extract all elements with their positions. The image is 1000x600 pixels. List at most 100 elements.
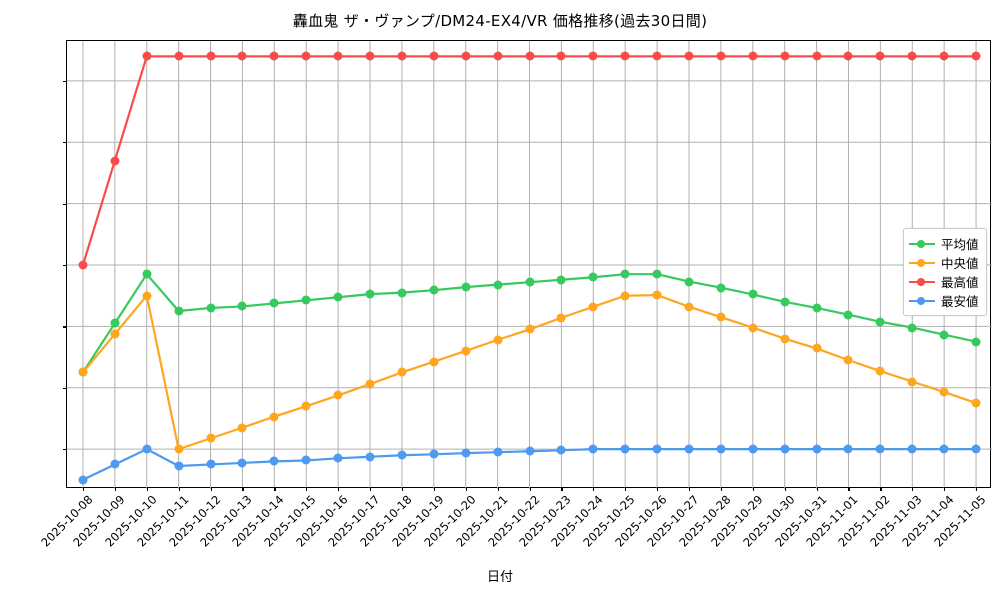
- y-axis-tick-mark: [63, 203, 67, 205]
- x-axis-tick-mark: [146, 487, 148, 491]
- x-axis-tick-mark: [848, 487, 850, 491]
- data-point-marker: [206, 433, 216, 443]
- y-axis-tick-mark: [63, 80, 67, 83]
- data-point-marker: [652, 444, 662, 454]
- legend-label: 最高値: [941, 275, 979, 290]
- legend-item-0[interactable]: 平均値: [909, 234, 979, 253]
- data-point-marker: [684, 302, 694, 312]
- data-point-marker: [301, 51, 311, 61]
- data-point-marker: [843, 310, 853, 320]
- data-point-marker: [971, 337, 981, 347]
- data-point-marker: [907, 377, 917, 387]
- data-point-marker: [365, 452, 375, 462]
- data-point-marker: [78, 367, 88, 377]
- data-point-marker: [588, 51, 598, 61]
- y-axis-tick-mark: [63, 142, 67, 144]
- data-point-marker: [429, 51, 439, 61]
- legend-label: 平均値: [941, 237, 979, 252]
- data-point-marker: [206, 459, 216, 469]
- data-point-marker: [812, 51, 822, 61]
- x-axis-tick-mark: [114, 487, 117, 491]
- x-axis-tick-mark: [370, 487, 372, 491]
- data-point-marker: [333, 51, 343, 61]
- data-point-marker: [684, 51, 694, 61]
- legend-item-3[interactable]: 最安値: [909, 291, 979, 310]
- legend-label: 最安値: [941, 294, 979, 309]
- data-point-marker: [907, 51, 917, 61]
- legend-item-2[interactable]: 最高値: [909, 272, 979, 291]
- data-point-marker: [365, 289, 375, 299]
- x-axis-tick-mark: [625, 487, 627, 491]
- data-point-marker: [142, 291, 152, 301]
- data-point-marker: [652, 51, 662, 61]
- x-axis-tick-mark: [688, 487, 691, 491]
- x-axis-tick-mark: [880, 487, 882, 491]
- data-point-marker: [237, 423, 247, 433]
- data-point-marker: [333, 453, 343, 463]
- data-point-marker: [971, 51, 981, 61]
- data-point-marker: [748, 444, 758, 454]
- data-point-marker: [525, 446, 534, 456]
- data-point-marker: [397, 367, 407, 377]
- y-axis-tick-mark: [63, 265, 67, 267]
- data-point-marker: [716, 51, 726, 61]
- data-point-marker: [301, 401, 311, 411]
- x-axis-tick-mark: [274, 487, 276, 491]
- data-point-marker: [110, 318, 120, 328]
- data-point-marker: [556, 445, 566, 455]
- data-point-marker: [397, 288, 407, 298]
- data-point-marker: [812, 303, 822, 313]
- x-axis-tick-mark: [82, 487, 85, 491]
- data-point-marker: [365, 379, 375, 389]
- data-point-marker: [461, 51, 471, 61]
- x-axis-tick-mark: [497, 487, 499, 491]
- data-point-marker: [556, 275, 566, 285]
- data-point-marker: [525, 51, 534, 61]
- data-point-marker: [588, 444, 598, 454]
- x-axis-tick-mark: [657, 487, 659, 491]
- data-point-marker: [588, 302, 598, 312]
- data-point-marker: [525, 277, 534, 287]
- data-point-marker: [716, 283, 726, 293]
- data-point-marker: [142, 444, 152, 454]
- legend-swatch-icon: [909, 276, 935, 288]
- data-point-marker: [461, 282, 471, 292]
- x-axis-tick-mark: [178, 487, 180, 491]
- data-point-marker: [397, 450, 407, 460]
- x-axis-tick-mark: [338, 487, 340, 491]
- data-point-marker: [780, 51, 790, 61]
- y-axis-tick-mark: [63, 387, 67, 389]
- data-point-marker: [461, 346, 471, 356]
- data-point-marker: [333, 390, 343, 400]
- data-point-marker: [110, 459, 120, 469]
- data-point-marker: [142, 51, 152, 61]
- data-point-marker: [620, 444, 630, 454]
- data-point-marker: [780, 334, 790, 344]
- data-point-marker: [174, 306, 184, 316]
- data-point-marker: [843, 51, 853, 61]
- data-point-marker: [269, 456, 279, 466]
- data-point-marker: [971, 398, 981, 408]
- x-axis-tick-mark: [465, 487, 467, 491]
- data-point-marker: [429, 449, 439, 459]
- legend-item-1[interactable]: 中央値: [909, 253, 979, 272]
- data-point-marker: [620, 51, 630, 61]
- data-point-marker: [971, 444, 981, 454]
- x-axis-tick-mark: [433, 487, 435, 491]
- data-point-marker: [684, 277, 694, 287]
- data-point-marker: [365, 51, 375, 61]
- data-point-marker: [843, 444, 853, 454]
- data-point-marker: [939, 330, 949, 340]
- data-point-marker: [716, 312, 726, 322]
- data-point-marker: [652, 269, 662, 279]
- data-point-marker: [525, 324, 534, 334]
- data-point-marker: [269, 51, 279, 61]
- data-point-marker: [237, 51, 247, 61]
- data-point-marker: [812, 343, 822, 353]
- x-axis-tick-mark: [306, 487, 308, 491]
- data-point-marker: [748, 323, 758, 333]
- x-axis-tick-mark: [401, 487, 404, 491]
- x-axis-tick-mark: [529, 487, 531, 491]
- x-axis-tick-mark: [210, 487, 212, 491]
